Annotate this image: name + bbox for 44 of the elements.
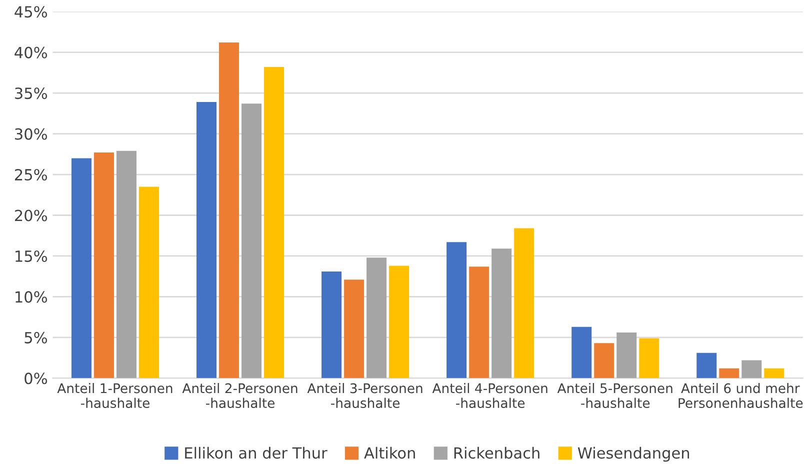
bar <box>196 102 217 378</box>
bar <box>242 104 262 378</box>
y-tick-label: 10% <box>16 291 48 303</box>
legend-label: Rickenbach <box>454 446 540 459</box>
bar <box>696 352 717 378</box>
y-tick-label: 20% <box>15 210 48 222</box>
bar <box>514 228 534 378</box>
legend-label: Ellikon an der Thur <box>185 446 328 459</box>
x-tick-label: Anteil 2-Personen -haushalte <box>182 383 298 408</box>
bar <box>616 332 637 378</box>
bar <box>71 158 92 378</box>
x-tick-label: Anteil 4-Personen -haushalte <box>432 383 548 408</box>
x-tick-label: Anteil 6 und mehr Personenhaushalte <box>678 383 803 408</box>
y-tick-label: 45% <box>14 6 48 18</box>
bar <box>389 266 410 378</box>
bar <box>469 266 490 378</box>
bar <box>264 66 284 378</box>
legend-label: Altikon <box>364 446 415 459</box>
y-tick-label: 30% <box>15 128 48 140</box>
bar <box>366 258 387 378</box>
y-tick-label: 35% <box>15 88 48 100</box>
y-tick-label: 0% <box>24 372 48 384</box>
bar <box>94 152 114 378</box>
x-tick-label: Anteil 3-Personen -haushalte <box>307 383 422 408</box>
bar <box>594 343 614 378</box>
bar <box>219 42 240 378</box>
bar <box>742 360 762 378</box>
x-tick-label: Anteil 5-Personen -haushalte <box>557 383 672 408</box>
bar <box>116 150 136 378</box>
bar <box>719 368 740 378</box>
y-tick-label: 15% <box>16 250 48 262</box>
bar <box>322 271 342 378</box>
x-tick-label: Anteil 1-Personen -haushalte <box>57 383 172 408</box>
bar <box>492 248 512 378</box>
bar <box>572 326 592 378</box>
bar <box>446 242 467 378</box>
y-tick-label: 5% <box>24 332 48 344</box>
y-tick-label: 40% <box>14 46 48 58</box>
bar <box>138 186 159 378</box>
y-tick-label: 25% <box>15 168 48 181</box>
bar <box>344 280 364 378</box>
bar <box>639 338 660 378</box>
bar <box>764 368 784 378</box>
legend-label: Wiesendangen <box>578 446 690 462</box>
